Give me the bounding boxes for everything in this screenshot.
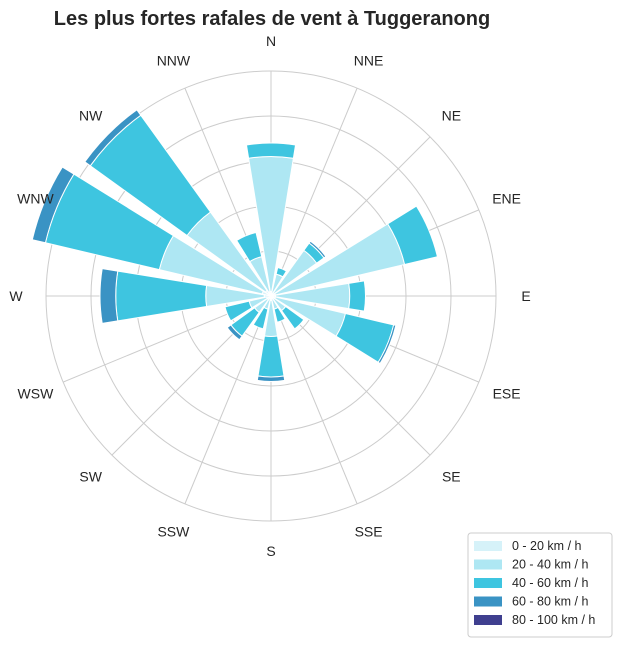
bar-ene xyxy=(387,205,439,266)
direction-labels: N NNE NE ENE E ESE SE SSE S SSW SW WSW W WNW NW NNW xyxy=(9,33,530,559)
bar-se xyxy=(280,305,305,330)
legend-swatch xyxy=(474,578,502,588)
legend-label: 0 - 20 km / h xyxy=(512,539,582,553)
grid-spoke xyxy=(270,87,358,297)
legend-label: 80 - 100 km / h xyxy=(512,613,595,627)
legend-label: 20 - 40 km / h xyxy=(512,558,588,572)
grid-spoke xyxy=(270,295,358,505)
bar-w xyxy=(115,270,208,322)
legend-swatch xyxy=(474,559,502,570)
bar-nnw xyxy=(236,231,263,263)
legend-swatch xyxy=(474,541,502,551)
direction-label: SSE xyxy=(355,524,383,540)
chart-title: Les plus fortes rafales de vent à Tugger… xyxy=(54,8,490,30)
bar-wnw xyxy=(31,166,75,244)
legend-swatch xyxy=(474,615,502,625)
bar-e xyxy=(348,280,366,312)
direction-label: NNW xyxy=(157,52,191,68)
legend-label: 40 - 60 km / h xyxy=(512,576,588,590)
bar-w xyxy=(99,268,119,324)
direction-label: N xyxy=(266,33,276,49)
direction-label: NNE xyxy=(354,52,384,68)
bar-n xyxy=(245,142,297,159)
bar-ese xyxy=(377,324,397,365)
bar-nne xyxy=(275,266,288,278)
bar-ssw xyxy=(252,306,269,330)
direction-label: ESE xyxy=(493,386,521,402)
direction-label: SE xyxy=(442,468,461,484)
bar-ene xyxy=(274,223,406,296)
direction-label: S xyxy=(266,543,275,559)
bar-nw xyxy=(84,109,142,167)
direction-label: WSW xyxy=(18,386,55,402)
bar-sse xyxy=(273,306,286,323)
direction-label: W xyxy=(9,288,23,304)
direction-label: SW xyxy=(79,468,102,484)
grid-spoke xyxy=(184,295,272,505)
legend-swatch xyxy=(474,596,502,607)
direction-label: WNW xyxy=(17,190,54,206)
wind-rose-bars xyxy=(31,109,439,382)
bar-wsw xyxy=(224,300,253,322)
direction-label: SSW xyxy=(157,524,190,540)
direction-label: NE xyxy=(442,108,461,124)
direction-label: ENE xyxy=(492,190,521,206)
legend: 0 - 20 km / h 20 - 40 km / h 40 - 60 km / … xyxy=(467,532,613,638)
bar-sw xyxy=(226,324,243,341)
direction-label: NW xyxy=(79,108,103,124)
bar-s xyxy=(256,375,286,382)
bar-ne xyxy=(308,240,327,259)
legend-box xyxy=(467,532,613,638)
direction-label: E xyxy=(521,288,530,304)
legend-label: 60 - 80 km / h xyxy=(512,595,588,609)
bar-s xyxy=(257,335,285,378)
